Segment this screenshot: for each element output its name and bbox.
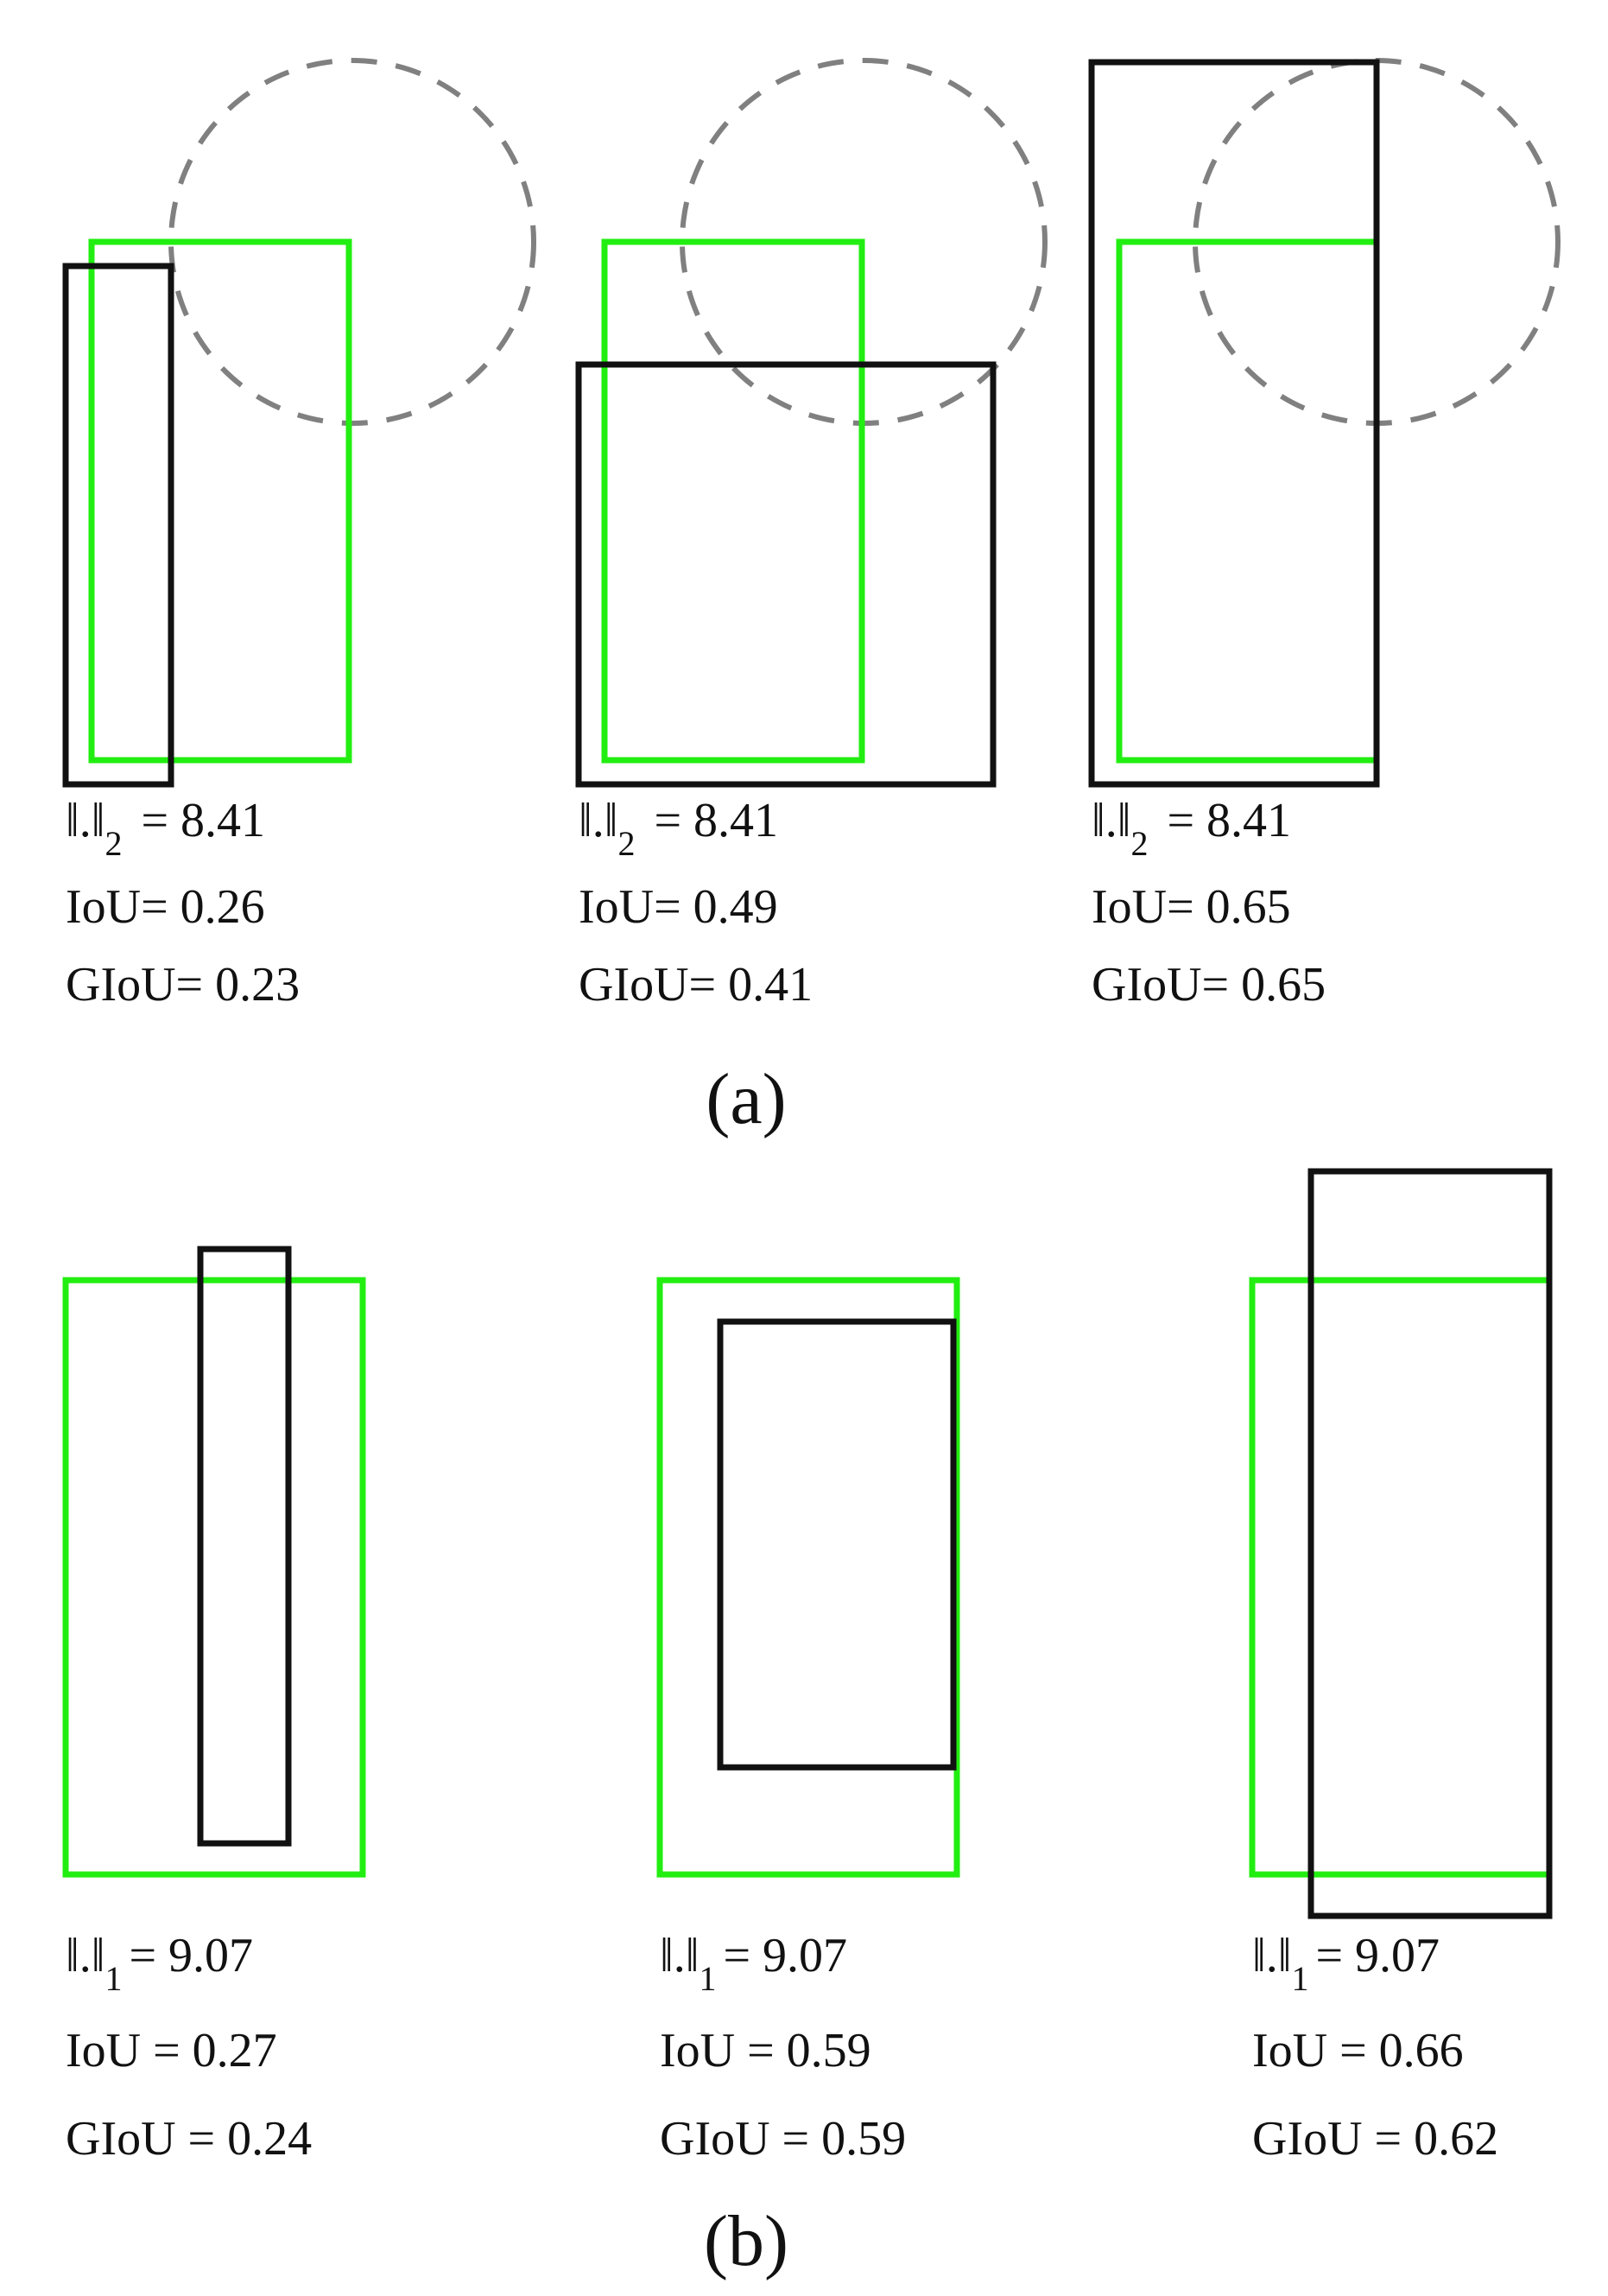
- panel-b-example-2-ground-truth-box: [656, 1277, 960, 1878]
- panel-a-example-2-iou: IoU= 0.49: [579, 880, 778, 934]
- panel-b-example-3-ground-truth-box: [1249, 1277, 1553, 1878]
- panel-a-example-1: ‖.‖2 = 8.41 IoU= 0.26 GIoU= 0.23: [62, 58, 536, 1012]
- panel-a-example-1-giou: GIoU= 0.23: [66, 958, 300, 1012]
- panel-b-example-2-predicted-box: [717, 1318, 957, 1771]
- panel-a-example-3-norm-value: = 8.41: [1167, 794, 1291, 847]
- panel-a-example-3-ground-truth-box: [1116, 238, 1380, 764]
- panel-a-example-2-giou: GIoU= 0.41: [579, 958, 813, 1012]
- panel-b-example-1-giou: GIoU = 0.24: [66, 2112, 312, 2166]
- panel-a-example-2-ground-truth-box: [601, 238, 865, 764]
- panel-b-example-1-norm-subscript: 1: [104, 1959, 122, 1998]
- panel-a-example-2-predicted-box: [575, 361, 997, 788]
- panel-a-example-3-norm: ‖.‖2 = 8.41: [1092, 794, 1291, 863]
- panel-b-example-3-norm-subscript: 1: [1291, 1959, 1308, 1998]
- panel-a-example-2: ‖.‖2 = 8.41 IoU= 0.49 GIoU= 0.41: [575, 58, 1048, 1012]
- panel-b-example-3-norm: ‖.‖1 = 9.07: [1252, 1929, 1440, 1998]
- panel-a-example-2-norm-value: = 8.41: [654, 794, 778, 847]
- panel-b-example-1-norm: ‖.‖1 = 9.07: [66, 1929, 253, 1998]
- panel-b-example-1-norm-value: = 9.07: [129, 1929, 253, 1982]
- panel-b-example-2-norm-subscript: 1: [699, 1959, 716, 1998]
- panel-a-example-3-iou: IoU= 0.65: [1092, 880, 1291, 934]
- panel-b-example-1-ground-truth-box: [62, 1277, 366, 1878]
- panel-a-example-1-norm-symbol: ‖.‖: [66, 794, 104, 847]
- panel-b-example-1-iou: IoU = 0.27: [66, 2024, 277, 2077]
- panel-a-example-1-iou: IoU= 0.26: [66, 880, 265, 934]
- panel-b-example-3-predicted-box: [1307, 1168, 1553, 1919]
- panel-a: ‖.‖2 = 8.41 IoU= 0.26 GIoU= 0.23 ‖.‖2 = 8.…: [62, 58, 1561, 1139]
- panel-a-example-3-predicted-box: [1088, 59, 1380, 788]
- panel-a-example-1-predicted-box: [62, 263, 174, 788]
- panel-b-example-1-norm-symbol: ‖.‖: [66, 1929, 104, 1982]
- panel-a-example-2-norm-symbol: ‖.‖: [579, 794, 617, 847]
- panel-a-example-3-giou: GIoU= 0.65: [1092, 958, 1326, 1012]
- panel-b-example-3: ‖.‖1 = 9.07 IoU = 0.66 GIoU = 0.62: [1249, 1168, 1553, 2166]
- panel-a-example-1-dashed-circle: [168, 58, 536, 426]
- panel-b-example-3-iou: IoU = 0.66: [1252, 2024, 1464, 2077]
- panel-a-example-1-norm-value: = 8.41: [141, 794, 265, 847]
- panel-a-example-1-norm: ‖.‖2 = 8.41: [66, 794, 265, 863]
- panel-a-caption: (a): [706, 1059, 786, 1139]
- panel-b-caption: (b): [704, 2201, 788, 2281]
- panel-b: ‖.‖1 = 9.07 IoU = 0.27 GIoU = 0.24 ‖.‖1 = …: [62, 1168, 1553, 2281]
- panel-a-example-1-ground-truth-box: [88, 238, 352, 764]
- panel-a-example-3-norm-symbol: ‖.‖: [1092, 794, 1130, 847]
- panel-b-example-2-norm-value: = 9.07: [723, 1929, 847, 1982]
- panel-a-example-2-norm: ‖.‖2 = 8.41: [579, 794, 778, 863]
- panel-b-example-3-norm-value: = 9.07: [1315, 1929, 1440, 1982]
- panel-a-example-3: ‖.‖2 = 8.41 IoU= 0.65 GIoU= 0.65: [1088, 58, 1561, 1012]
- panel-b-example-2-norm-symbol: ‖.‖: [660, 1929, 699, 1982]
- panel-b-example-1-predicted-box: [197, 1246, 292, 1847]
- panel-b-example-2-giou: GIoU = 0.59: [660, 2112, 906, 2166]
- panel-a-example-1-norm-subscript: 2: [104, 824, 122, 863]
- panel-b-example-3-giou: GIoU = 0.62: [1252, 2112, 1498, 2166]
- panel-a-example-2-norm-subscript: 2: [617, 824, 635, 863]
- panel-b-example-2-iou: IoU = 0.59: [660, 2024, 871, 2077]
- panel-b-example-1: ‖.‖1 = 9.07 IoU = 0.27 GIoU = 0.24: [62, 1246, 366, 2166]
- panel-b-example-2-norm: ‖.‖1 = 9.07: [660, 1929, 847, 1998]
- panel-a-example-3-norm-subscript: 2: [1130, 824, 1148, 863]
- panel-b-example-3-norm-symbol: ‖.‖: [1252, 1929, 1291, 1982]
- panel-b-example-2: ‖.‖1 = 9.07 IoU = 0.59 GIoU = 0.59: [656, 1277, 960, 2166]
